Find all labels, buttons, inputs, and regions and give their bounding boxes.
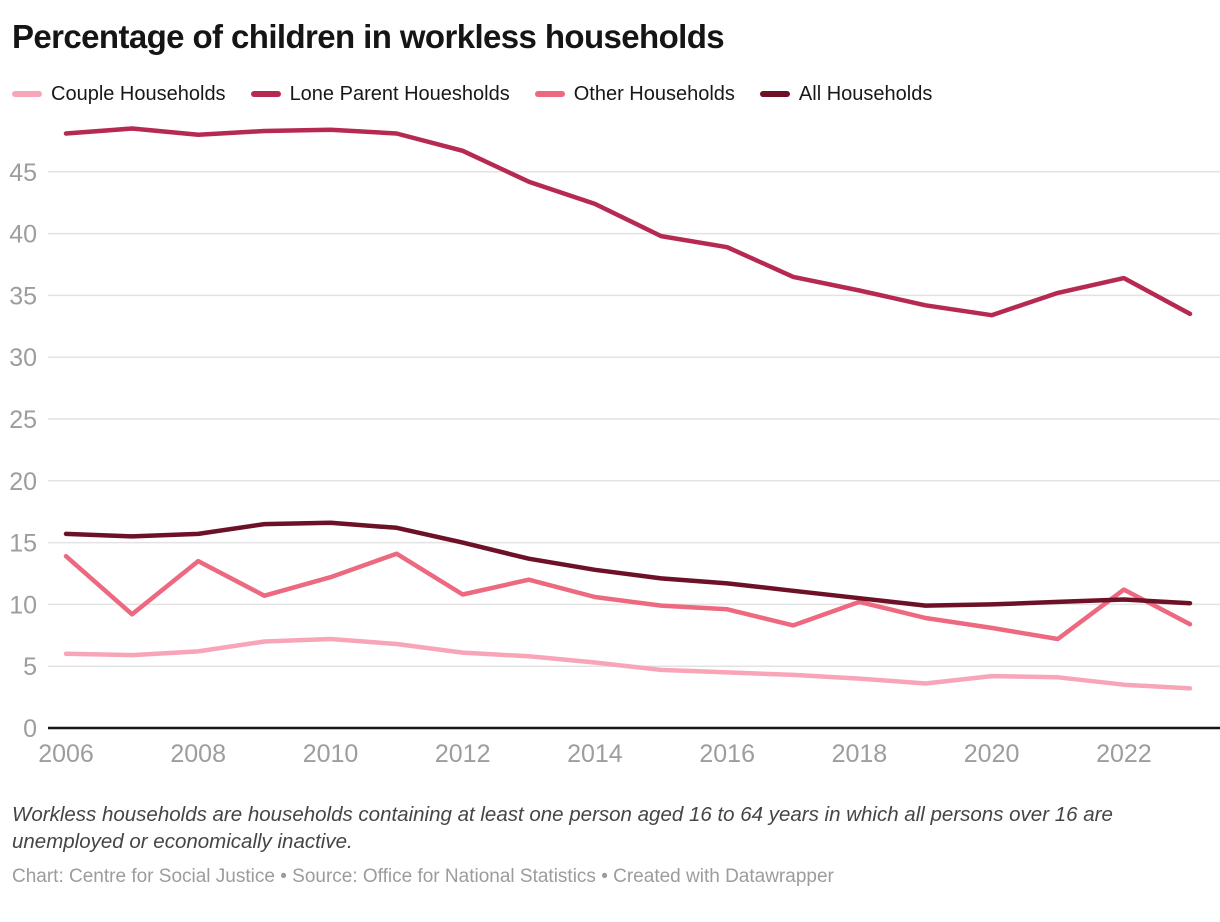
legend-label: Lone Parent Houesholds <box>289 82 510 105</box>
series-line-all-households <box>63 520 1193 608</box>
x-tick-label: 2022 <box>1096 740 1152 768</box>
x-tick-label: 2016 <box>699 740 755 768</box>
y-tick-label: 10 <box>9 591 37 619</box>
y-tick-label: 35 <box>9 282 37 310</box>
y-tick-label: 0 <box>23 715 37 743</box>
x-tick-label: 2012 <box>435 740 491 768</box>
legend-item-lone-parent-households: Lone Parent Houesholds <box>250 82 510 106</box>
y-tick-label: 40 <box>9 221 37 249</box>
footnote: Workless households are households conta… <box>12 802 1113 853</box>
legend-label: Other Households <box>573 82 735 105</box>
chart-card: Percentage of children in workless house… <box>9 18 1220 888</box>
y-tick-label: 45 <box>9 159 37 187</box>
legend-swatch-icon <box>534 91 565 98</box>
legend-label: All Households <box>798 82 933 105</box>
page-title: Percentage of children in workless house… <box>12 18 725 55</box>
series-line-other-households <box>63 551 1193 642</box>
x-tick-label: 2018 <box>832 740 888 768</box>
legend-swatch-icon <box>759 91 790 98</box>
credit-line: Chart: Centre for Social Justice • Sourc… <box>12 866 834 888</box>
legend: Couple Households Lone Parent Houesholds… <box>12 83 1208 106</box>
legend-swatch-icon <box>12 91 42 98</box>
x-tick-label: 2020 <box>964 740 1020 768</box>
x-tick-label: 2014 <box>567 740 623 768</box>
legend-item-couple-households: Couple Households <box>12 83 226 106</box>
series-line-couple-households <box>63 636 1193 691</box>
y-tick-label: 20 <box>9 468 37 496</box>
y-tick-label: 30 <box>9 344 37 372</box>
x-tick-label: 2010 <box>303 740 359 768</box>
x-tick-label: 2006 <box>38 740 94 768</box>
legend-swatch-icon <box>250 91 281 98</box>
legend-label: Couple Households <box>51 82 226 105</box>
legend-item-other-households: Other Households <box>534 82 735 106</box>
y-tick-label: 5 <box>23 653 37 681</box>
legend-item-all-households: All Households <box>759 82 933 106</box>
series-line-lone-parent-houesholds <box>63 126 1193 318</box>
x-tick-label: 2008 <box>170 740 226 768</box>
y-tick-label: 25 <box>9 406 37 434</box>
y-tick-label: 15 <box>9 530 37 558</box>
line-chart: 0 5 10 15 20 25 30 35 40 45 2006 2008 2010 2012 2014 20… <box>9 126 1220 768</box>
